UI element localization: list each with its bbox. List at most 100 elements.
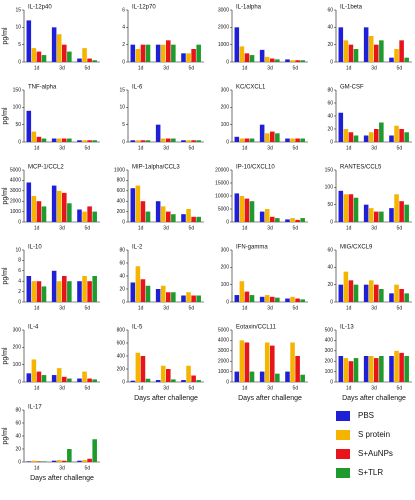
- bar: [379, 122, 384, 142]
- bar: [26, 110, 32, 142]
- bar: [196, 295, 201, 302]
- y-tick-label: 10: [119, 105, 125, 111]
- y-axis-label: pg/ml: [2, 427, 9, 445]
- bar: [77, 58, 82, 62]
- bar: [343, 129, 349, 142]
- bar: [160, 285, 166, 302]
- x-tick-label: 3d: [59, 465, 65, 471]
- bar: [374, 284, 379, 302]
- x-tick-label: 1d: [242, 225, 248, 231]
- y-tick-label: 0: [330, 59, 333, 65]
- legend-label: S protein: [358, 430, 390, 439]
- bar: [353, 197, 359, 222]
- x-tick-label: 3d: [163, 145, 169, 151]
- y-tick-label: 5000: [218, 327, 229, 333]
- x-tick-label: 3d: [371, 145, 377, 151]
- y-tick-label: 50: [15, 122, 21, 128]
- y-tick-label: 0: [226, 219, 229, 225]
- bar: [285, 219, 290, 222]
- bar: [368, 280, 374, 302]
- bar: [264, 295, 270, 302]
- y-tick-label: 0: [330, 219, 333, 225]
- panel-title: IL-12p70: [132, 5, 156, 11]
- bar: [56, 368, 62, 382]
- bar: [87, 281, 92, 302]
- x-tick-label: 5d: [397, 65, 403, 71]
- bar: [41, 375, 47, 382]
- y-tick-label: 2000: [10, 199, 21, 205]
- bar: [379, 356, 384, 382]
- x-tick-label: 3d: [163, 305, 169, 311]
- bar: [249, 138, 255, 142]
- x-tick-label: 1d: [34, 305, 40, 311]
- x-tick-label: 5d: [397, 305, 403, 311]
- x-tick-label: 1d: [242, 385, 248, 391]
- bar: [92, 140, 97, 142]
- bar: [379, 40, 384, 62]
- bar: [285, 371, 290, 382]
- bar: [67, 203, 72, 222]
- x-tick-label: 5d: [293, 305, 299, 311]
- bar: [234, 27, 240, 62]
- bar: [295, 60, 300, 62]
- bar: [353, 284, 359, 302]
- bar: [36, 281, 42, 302]
- x-tick-label: 1d: [346, 305, 352, 311]
- bar: [186, 140, 191, 142]
- y-tick-label: 0: [18, 219, 21, 225]
- bar: [155, 201, 161, 222]
- y-tick-label: 0: [226, 139, 229, 145]
- bar: [363, 135, 369, 142]
- bar: [82, 48, 87, 62]
- bar: [394, 284, 399, 302]
- x-tick-label: 1d: [34, 145, 40, 151]
- bar: [87, 206, 92, 222]
- y-tick-label: 2: [122, 42, 125, 48]
- y-tick-label: 2000: [218, 359, 229, 365]
- bar: [270, 131, 275, 142]
- bar: [155, 124, 161, 142]
- bar: [363, 356, 369, 382]
- bar: [67, 378, 72, 382]
- x-tick-label: 5d: [85, 225, 91, 231]
- bar: [399, 40, 404, 62]
- bar: [270, 296, 275, 302]
- bar: [348, 280, 354, 302]
- y-tick-label: 0: [330, 139, 333, 145]
- x-tick-label: 3d: [371, 225, 377, 231]
- bar: [191, 295, 196, 302]
- y-tick-label: 100: [221, 122, 230, 128]
- bar: [145, 378, 151, 382]
- y-tick-label: 150: [325, 167, 334, 173]
- y-tick-label: 40: [327, 113, 333, 119]
- bar: [155, 380, 161, 382]
- bar: [130, 282, 136, 302]
- bar: [270, 345, 275, 382]
- panel-title: MIG/CXCL9: [340, 245, 373, 251]
- bar: [300, 218, 305, 222]
- bar: [92, 276, 97, 302]
- panel-title: IL-13: [340, 325, 354, 331]
- bar: [145, 211, 151, 222]
- legend-swatch: [336, 411, 350, 421]
- bar: [300, 374, 305, 382]
- bar: [353, 49, 359, 62]
- bar: [275, 218, 280, 222]
- x-tick-label: 1d: [138, 145, 144, 151]
- bar: [404, 132, 409, 142]
- y-tick-label: 0: [226, 299, 229, 305]
- y-tick-label: 4000: [218, 338, 229, 344]
- bar: [379, 211, 384, 222]
- bar: [82, 276, 87, 302]
- bar: [31, 48, 37, 62]
- bar: [295, 219, 300, 222]
- bar: [353, 135, 359, 142]
- bar: [62, 192, 67, 222]
- bar: [249, 295, 255, 302]
- bar: [259, 49, 265, 62]
- bar: [343, 358, 349, 382]
- bar: [82, 140, 87, 142]
- bar: [259, 124, 265, 142]
- y-tick-label: 2: [18, 289, 21, 295]
- bar: [166, 292, 171, 302]
